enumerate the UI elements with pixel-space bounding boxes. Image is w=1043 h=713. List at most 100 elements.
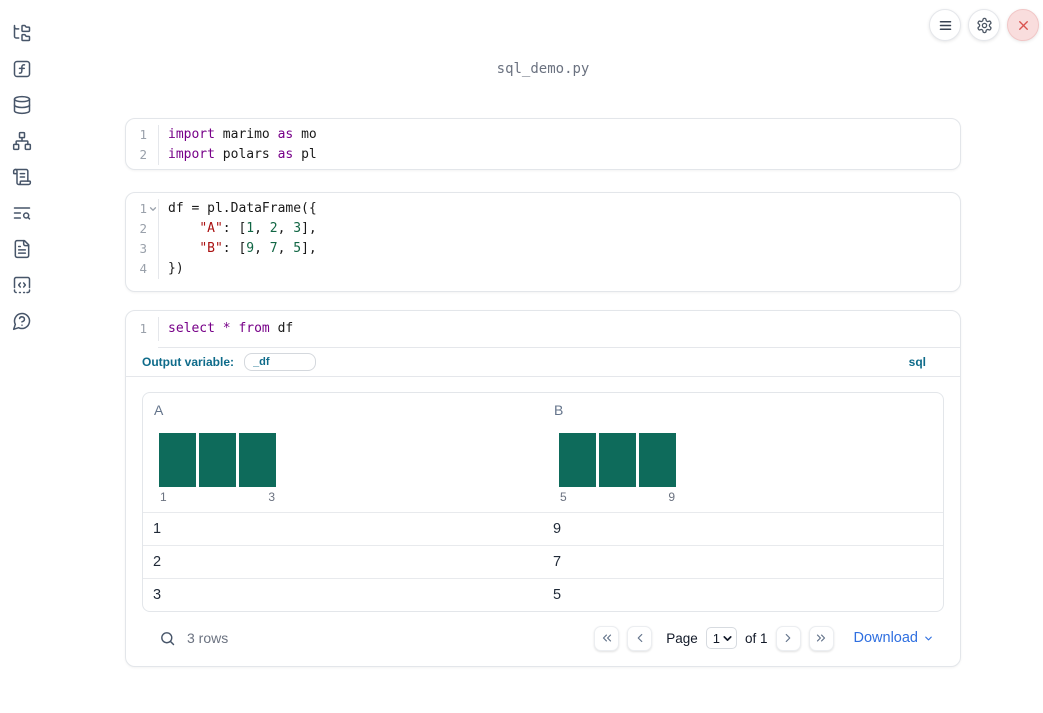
line-number: 3	[139, 241, 147, 256]
last-page-button[interactable]	[808, 625, 834, 651]
code-text: "A": [1, 2, 3],	[199, 221, 317, 236]
table-cell: 7	[553, 554, 562, 570]
table-cell: 3	[153, 587, 162, 603]
table-cell: 5	[553, 587, 562, 603]
next-page-button[interactable]	[775, 625, 801, 651]
code-text: import marimo as mo	[168, 127, 317, 142]
line-number: 2	[139, 221, 147, 236]
table-footer: 3 rows	[142, 621, 944, 655]
histogram-bar	[639, 433, 676, 487]
code-text: "B": [9, 7, 5],	[199, 241, 317, 256]
code-line: 4})	[126, 259, 960, 279]
histogram-bar	[159, 433, 196, 487]
table-cell: 1	[153, 521, 162, 537]
code-line: 1 select * from df	[126, 319, 960, 339]
search-icon[interactable]	[159, 630, 176, 647]
code-line: 1 import marimo as mo	[126, 125, 960, 145]
code-text: import polars as pl	[168, 147, 317, 162]
code-line: 3 "B": [9, 7, 5],	[126, 239, 960, 259]
scroll-logs-icon[interactable]	[12, 167, 32, 187]
window-controls	[929, 9, 1039, 41]
settings-button[interactable]	[968, 9, 1000, 41]
axis-max-label: 9	[668, 490, 675, 504]
download-label: Download	[853, 630, 919, 646]
histogram-bars	[559, 433, 676, 487]
document-icon[interactable]	[12, 239, 32, 259]
code-snippets-icon[interactable]	[12, 275, 32, 295]
notebook-filename: sql_demo.py	[496, 61, 590, 77]
axis-min-label: 1	[160, 490, 167, 504]
list-search-icon[interactable]	[12, 203, 32, 223]
code-text: })	[168, 261, 184, 276]
histogram-bar	[199, 433, 236, 487]
code-cell-dataframe[interactable]: 1 df = pl.DataFrame({2 "A": [1, 2, 3], 3 "…	[125, 192, 961, 292]
code-line: 1 df = pl.DataFrame({	[126, 199, 960, 219]
chevron-down-icon	[923, 633, 934, 644]
histogram-bars	[159, 433, 276, 487]
code-line: 2 "A": [1, 2, 3],	[126, 219, 960, 239]
divider	[158, 347, 960, 348]
chevron-right-icon	[781, 631, 795, 645]
hamburger-icon	[938, 18, 953, 33]
database-icon[interactable]	[12, 95, 32, 115]
code-editor[interactable]: 1 df = pl.DataFrame({2 "A": [1, 2, 3], 3 "…	[126, 193, 960, 285]
chevrons-right-icon	[814, 631, 828, 645]
column-label[interactable]: B	[554, 402, 564, 418]
fold-chevron-icon[interactable]	[147, 204, 159, 214]
table-cell: 9	[553, 521, 562, 537]
table-header-row: A 1 3 B	[143, 393, 943, 512]
axis-min-label: 5	[560, 490, 567, 504]
function-square-icon[interactable]	[12, 59, 32, 79]
code-cell-imports[interactable]: 1 import marimo as mo 2 import polars as pl	[125, 118, 961, 170]
line-number: 1	[139, 127, 147, 142]
sql-cell[interactable]: 1 select * from df Output variable: sql A…	[125, 310, 961, 667]
dependency-graph-icon[interactable]	[12, 131, 32, 151]
code-text: select * from df	[168, 321, 294, 336]
cell-output: A 1 3 B	[126, 377, 960, 655]
chevrons-left-icon	[600, 631, 614, 645]
page-label: Page	[666, 630, 698, 646]
prev-page-button[interactable]	[627, 625, 653, 651]
code-line: 2 import polars as pl	[126, 145, 960, 165]
line-number: 2	[139, 147, 147, 162]
file-tree-icon[interactable]	[12, 23, 32, 43]
help-icon[interactable]	[12, 311, 32, 331]
sql-editor[interactable]: 1 select * from df	[126, 311, 960, 347]
line-number: 4	[139, 261, 147, 276]
column-header-b: B 5 9	[543, 393, 943, 512]
output-variable-row: Output variable: sql	[126, 348, 960, 377]
line-number: 1	[139, 201, 147, 216]
row-count-group: 3 rows	[159, 630, 228, 647]
histogram-bar	[559, 433, 596, 487]
column-histogram: 1 3	[159, 433, 276, 504]
histogram-axis: 1 3	[159, 490, 276, 504]
code-text: df = pl.DataFrame({	[168, 201, 317, 216]
line-number: 1	[139, 321, 147, 336]
shutdown-button[interactable]	[1007, 9, 1039, 41]
histogram-bar	[239, 433, 276, 487]
dataframe-table: A 1 3 B	[142, 392, 944, 612]
panel-sidebar	[0, 0, 44, 713]
column-histogram: 5 9	[559, 433, 676, 504]
output-variable-input[interactable]	[244, 353, 317, 371]
language-badge: sql	[908, 355, 926, 369]
first-page-button[interactable]	[594, 625, 620, 651]
download-button[interactable]: Download	[854, 630, 935, 646]
close-icon	[1016, 18, 1031, 33]
page-select[interactable]: 1	[705, 627, 737, 649]
page-select-value: 1	[712, 630, 720, 646]
chevron-down-icon	[721, 632, 734, 645]
menu-button[interactable]	[929, 9, 961, 41]
column-label[interactable]: A	[154, 402, 164, 418]
histogram-bar	[599, 433, 636, 487]
gear-icon	[976, 17, 993, 34]
histogram-axis: 5 9	[559, 490, 676, 504]
chevron-left-icon	[633, 631, 647, 645]
code-editor[interactable]: 1 import marimo as mo 2 import polars as pl	[126, 119, 960, 171]
output-variable-label: Output variable:	[142, 355, 235, 369]
column-header-a: A 1 3	[143, 393, 543, 512]
